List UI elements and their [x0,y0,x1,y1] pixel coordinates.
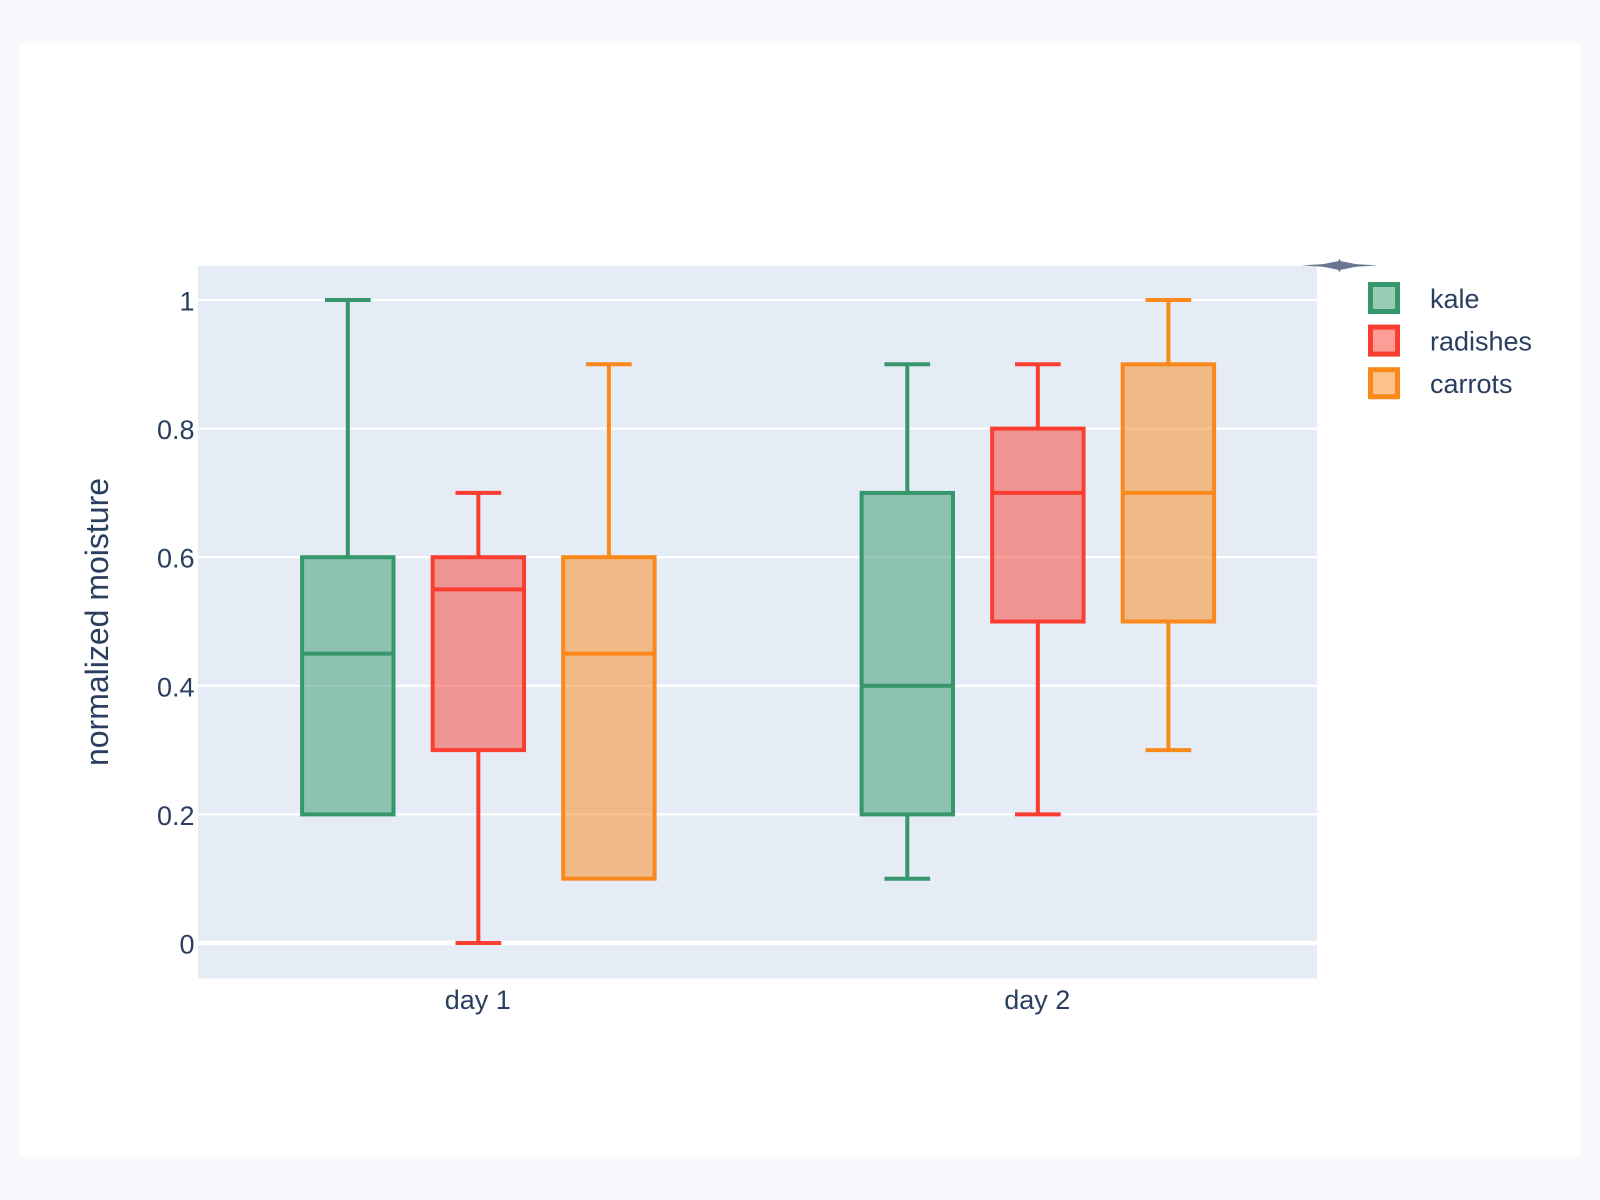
svg-text:1: 1 [179,287,194,317]
svg-text:0: 0 [179,930,194,960]
svg-text:0.4: 0.4 [157,672,195,702]
svg-text:0.8: 0.8 [157,415,195,445]
svg-text:0.6: 0.6 [157,544,195,574]
svg-text:normalized moisture: normalized moisture [79,478,115,766]
svg-text:kale: kale [1430,284,1480,314]
svg-text:radishes: radishes [1430,327,1532,357]
svg-text:0.2: 0.2 [157,801,195,831]
svg-text:day 2: day 2 [1004,985,1070,1015]
svg-text:carrots: carrots [1430,369,1513,399]
svg-text:day 1: day 1 [445,985,511,1015]
